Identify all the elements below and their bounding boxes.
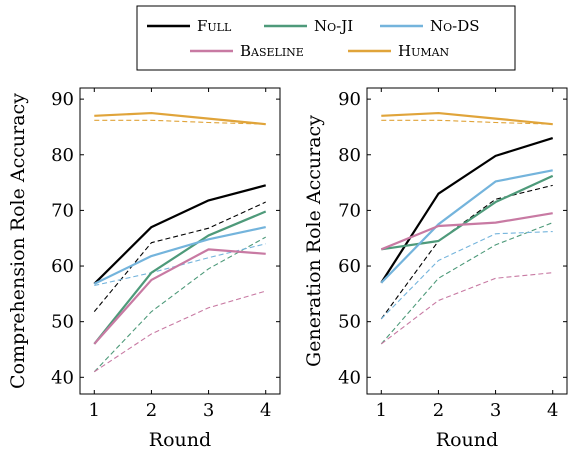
- generation-series-baseline-solid: [380, 212, 553, 251]
- generation-series-nods-dashed: [380, 230, 553, 320]
- generation-series-noji-dashed: [380, 222, 553, 345]
- legend-label-nods: No-DS: [430, 17, 480, 35]
- comprehension-y-tick-label: 70: [51, 200, 74, 221]
- generation-y-tick-label: 80: [338, 145, 361, 166]
- generation-ticks: 1 2 3 4 40 50 60 70 80 90: [338, 88, 567, 421]
- legend-frame: [136, 5, 516, 71]
- comprehension-series-human-solid: [94, 111, 266, 126]
- generation-plot-frame: [366, 87, 568, 395]
- comprehension-series-noji-dashed: [93, 236, 266, 373]
- generation-series-nods-solid: [380, 169, 553, 284]
- generation-y-axis-label: Generation Role Accuracy: [303, 115, 325, 367]
- comprehension-y-tick-label: 80: [51, 145, 74, 166]
- comprehension-y-tick-label: 50: [51, 312, 74, 333]
- comprehension-series-group: [93, 111, 267, 373]
- generation-chart: 1 2 3 4 40 50 60 70 80 90 Round Generation Role A…: [303, 87, 568, 451]
- generation-series-human-dashed: [381, 119, 553, 125]
- legend-entry-baseline: Baseline: [190, 42, 304, 60]
- comprehension-y-axis-label: Comprehension Role Accuracy: [7, 93, 29, 389]
- generation-x-tick-label: 2: [433, 400, 444, 421]
- legend: Full No-JI No-DS Baseline Human: [136, 5, 516, 71]
- comprehension-chart: 1 2 3 4 40 50 60 70 80 90 Round Comprehension Rol…: [7, 87, 281, 451]
- legend-entry-full: Full: [147, 17, 232, 35]
- generation-y-tick-label: 40: [338, 367, 361, 388]
- comprehension-plot-frame: [79, 87, 281, 395]
- generation-x-tick-label: 3: [490, 400, 501, 421]
- comprehension-series-noji-solid: [93, 210, 267, 345]
- legend-entry-noji: No-JI: [264, 17, 353, 35]
- comprehension-y-tick-label: 90: [51, 89, 74, 110]
- legend-entry-human: Human: [348, 42, 450, 60]
- comprehension-x-tick-label: 3: [203, 400, 214, 421]
- generation-x-tick-label: 1: [376, 400, 387, 421]
- generation-y-tick-label: 90: [338, 89, 361, 110]
- comprehension-y-tick-label: 60: [51, 256, 74, 277]
- comprehension-x-tick-label: 4: [260, 400, 271, 421]
- generation-y-tick-label: 70: [338, 200, 361, 221]
- legend-label-human: Human: [398, 42, 450, 60]
- comprehension-y-tick-label: 40: [51, 367, 74, 388]
- generation-series-noji-solid: [381, 174, 554, 251]
- generation-series-full-dashed: [380, 184, 553, 320]
- comprehension-x-axis-label: Round: [149, 429, 211, 451]
- comprehension-series-baseline-dashed: [93, 290, 266, 373]
- comprehension-series-full-solid: [93, 184, 266, 285]
- comprehension-series-human-dashed: [94, 119, 266, 125]
- comprehension-series-baseline-solid: [93, 248, 266, 345]
- generation-series-human-solid: [381, 111, 553, 126]
- comprehension-series-nods-solid: [93, 226, 266, 285]
- legend-entry-nods: No-DS: [380, 17, 480, 35]
- generation-y-tick-label: 50: [338, 312, 361, 333]
- comprehension-x-tick-label: 1: [89, 400, 100, 421]
- legend-label-noji: No-JI: [314, 17, 353, 35]
- generation-series-baseline-dashed: [380, 272, 553, 345]
- generation-y-tick-label: 60: [338, 256, 361, 277]
- comprehension-ticks: 1 2 3 4 40 50 60 70 80 90: [51, 88, 280, 421]
- legend-label-full: Full: [197, 17, 232, 35]
- comprehension-x-tick-label: 2: [146, 400, 157, 421]
- generation-x-tick-label: 4: [547, 400, 558, 421]
- legend-label-baseline: Baseline: [240, 42, 304, 60]
- comprehension-series-full-dashed: [93, 201, 266, 313]
- generation-x-axis-label: Round: [436, 429, 498, 451]
- generation-series-group: [380, 111, 554, 345]
